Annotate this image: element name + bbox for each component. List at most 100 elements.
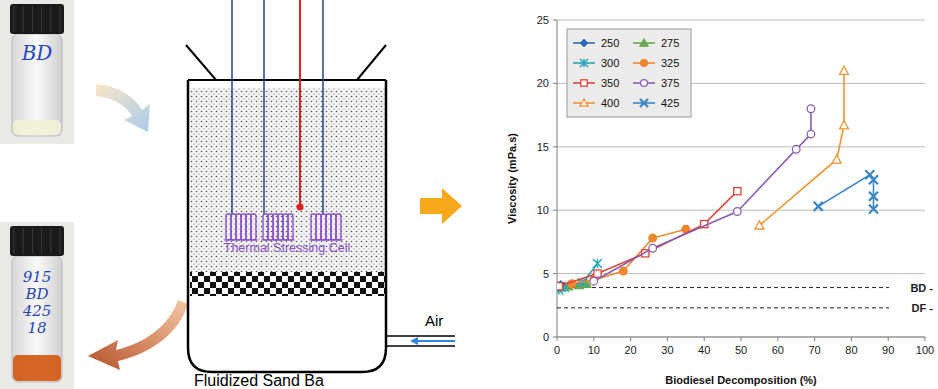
coil <box>231 214 236 240</box>
figure: BD 915BD42518 AirThermal Stressing CellFlu… <box>0 0 938 389</box>
thermocouple-wire <box>322 0 324 215</box>
series <box>590 105 815 285</box>
marker <box>649 234 657 242</box>
heater-wire <box>299 0 301 205</box>
marker <box>869 192 878 201</box>
marker <box>649 244 657 252</box>
tick <box>593 337 594 341</box>
marker <box>580 39 588 47</box>
photo-bg <box>0 0 74 144</box>
reference-label: DF - <box>912 302 934 314</box>
x-axis <box>557 337 925 338</box>
axis-title: Biodiesel Decomposition (%) <box>665 374 817 386</box>
tick-label: 80 <box>845 344 857 356</box>
arrow <box>96 84 150 132</box>
vessel-rim <box>188 79 386 81</box>
tick <box>553 337 557 338</box>
tick <box>667 337 668 341</box>
tick-label: 0 <box>554 344 560 356</box>
funnel <box>186 45 386 80</box>
tick <box>741 337 742 341</box>
coil <box>331 214 336 240</box>
series <box>814 170 878 213</box>
distributor <box>190 272 385 296</box>
inlet-arrowhead <box>410 337 418 345</box>
tick-label: 20 <box>537 77 549 89</box>
legend-label: 350 <box>601 77 619 89</box>
cap-ridge <box>60 6 61 32</box>
vessel <box>188 80 386 372</box>
series <box>557 188 741 290</box>
grid-line <box>557 20 925 21</box>
legend-label: 300 <box>601 57 619 69</box>
series-line <box>759 71 844 226</box>
coil <box>316 214 321 240</box>
tick <box>553 146 557 147</box>
coil <box>288 214 293 240</box>
thermocouple-wire <box>263 0 265 215</box>
vial-label: 18 <box>27 319 46 337</box>
coil <box>246 214 251 240</box>
sand-bed <box>190 88 385 272</box>
coil <box>326 214 331 240</box>
cell-label: Thermal Stressing Cell <box>224 241 350 255</box>
tick-label: 40 <box>698 344 710 356</box>
heater-tip <box>297 204 304 211</box>
legend: 250275300325350375400425 <box>567 29 691 117</box>
coil <box>241 214 246 240</box>
series-line <box>818 175 873 209</box>
series-line <box>559 191 737 286</box>
grid-line <box>557 146 925 147</box>
coil <box>311 214 316 240</box>
inlet-pipe <box>386 345 455 347</box>
tick <box>553 210 557 211</box>
vial: 915BD42518 <box>0 222 74 389</box>
legend-label: 275 <box>661 37 679 49</box>
tick <box>557 337 558 341</box>
grid-line <box>557 337 925 338</box>
tick <box>777 337 778 341</box>
series <box>557 259 602 295</box>
marker <box>840 66 849 74</box>
photo-bg <box>0 222 74 389</box>
coil <box>263 214 268 240</box>
coil <box>226 214 231 240</box>
tick-label: 100 <box>916 344 934 356</box>
cap-ridge <box>50 6 51 32</box>
marker <box>580 59 588 67</box>
tick <box>888 337 889 341</box>
coil <box>336 214 341 240</box>
marker <box>807 105 815 113</box>
cap-ridge <box>23 6 24 32</box>
cap-ridge <box>32 6 33 32</box>
tick <box>553 83 557 84</box>
tick-label: 30 <box>661 344 673 356</box>
cap-ridge <box>50 228 51 254</box>
vial-cap <box>10 226 64 256</box>
tick-label: 5 <box>543 268 549 280</box>
tick-label: 70 <box>808 344 820 356</box>
tick-label: 90 <box>882 344 894 356</box>
marker <box>557 282 563 291</box>
tick <box>630 337 631 341</box>
series <box>568 225 690 287</box>
caption: Fluidized Sand Ba <box>194 372 324 389</box>
marker <box>755 221 764 229</box>
legend-label: 375 <box>661 77 679 89</box>
cap-ridge <box>14 228 15 254</box>
vial-label: BD <box>21 41 53 65</box>
marker <box>814 202 823 211</box>
chart: 05101520250102030405060708090100Biodiese… <box>506 14 934 386</box>
cap-ridge <box>32 228 33 254</box>
coil <box>283 214 288 240</box>
tick-label: 10 <box>537 204 549 216</box>
legend-label: 250 <box>601 37 619 49</box>
coil <box>251 214 256 240</box>
marker <box>869 175 878 184</box>
coil <box>268 214 273 240</box>
inlet-pipe <box>386 335 455 337</box>
vial: BD <box>0 0 74 144</box>
legend-label: 400 <box>601 97 619 109</box>
tick <box>553 20 557 21</box>
apparatus: AirThermal Stressing Cell <box>186 0 455 372</box>
